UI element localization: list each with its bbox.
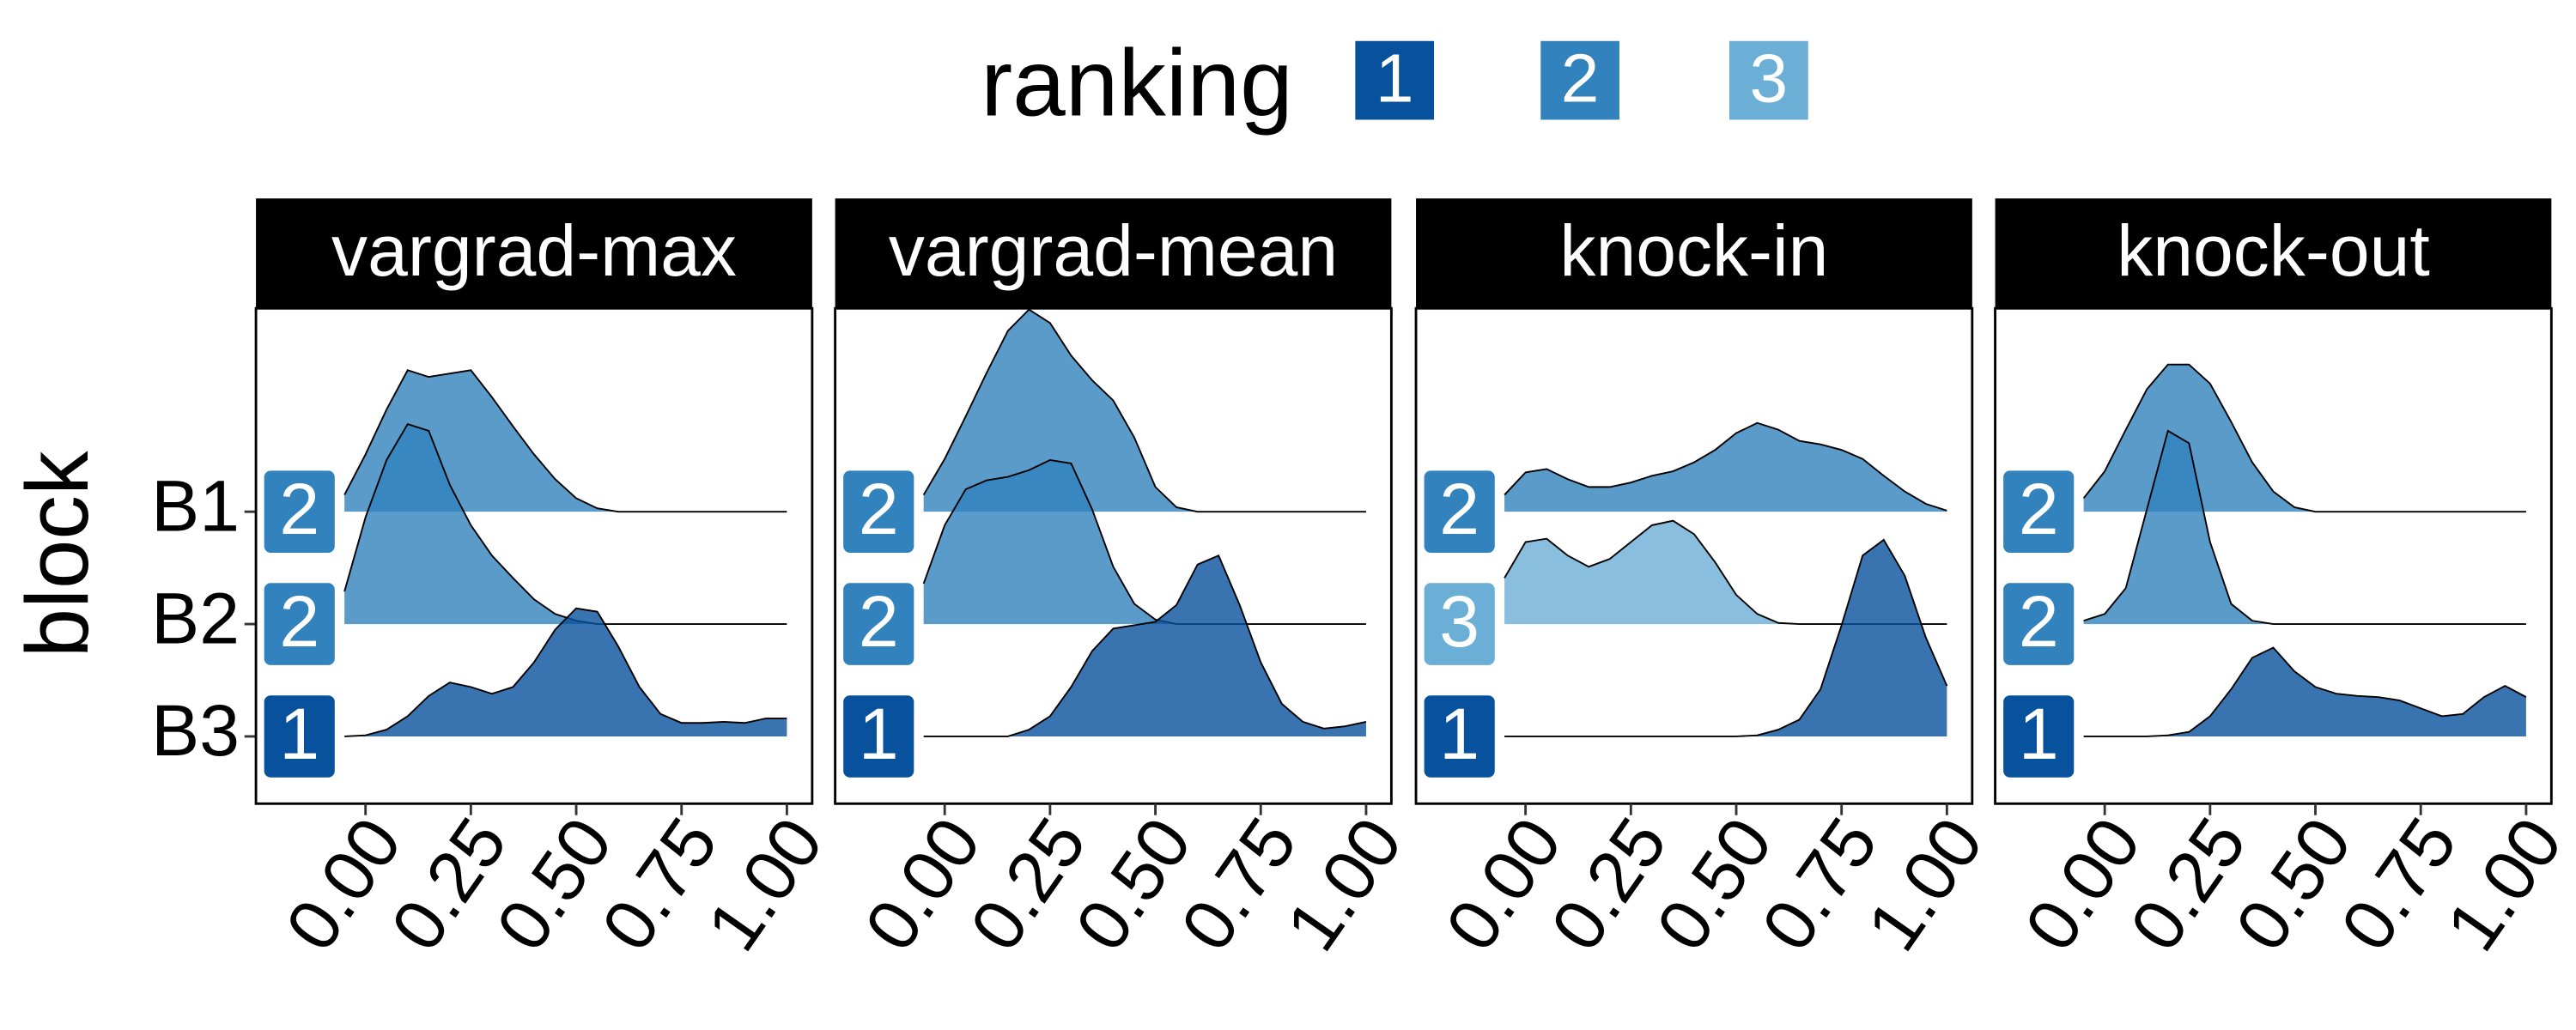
ridge-line [343, 369, 787, 513]
panel-frame [1994, 306, 2553, 805]
rank-box [843, 583, 914, 665]
legend-title: ranking [981, 30, 1292, 136]
panel-frame [834, 306, 1393, 805]
ridge-area [2083, 647, 2526, 736]
legend-key [1729, 40, 1808, 120]
rank-box [2003, 583, 2075, 665]
rank-box [1424, 470, 1495, 553]
legend-key [1355, 40, 1435, 120]
panel-frame [1414, 306, 1974, 805]
rank-box [2003, 470, 2075, 553]
rank-box [2003, 695, 2075, 778]
ridge-line [2083, 646, 2527, 737]
strip-title: vargrad-mean [889, 210, 1338, 291]
ridge-line [344, 607, 787, 737]
rank-box [843, 695, 914, 778]
ridge-line [1504, 538, 1948, 737]
rank-label: 2 [1439, 469, 1479, 549]
legend-label: 3 [1750, 40, 1789, 118]
rank-label: 1 [1439, 694, 1479, 774]
rank-label: 1 [279, 694, 319, 774]
rank-box [264, 470, 335, 553]
rank-label: 2 [279, 581, 319, 662]
rank-box [1424, 583, 1495, 665]
ridge-area [1504, 422, 1947, 512]
strip [256, 198, 812, 309]
rank-box [264, 583, 335, 665]
ridge-line [922, 308, 1366, 513]
ridge-area [344, 424, 787, 625]
rank-box [1424, 695, 1495, 778]
rank-label: 2 [859, 581, 899, 662]
rank-label: 2 [2019, 469, 2059, 549]
rank-label: 1 [859, 694, 899, 774]
ridge-area [344, 370, 787, 512]
legend-label: 1 [1376, 40, 1414, 118]
ridge-line [2082, 363, 2526, 513]
legend-label: 2 [1561, 40, 1600, 118]
y-tick-label: B1 [151, 465, 240, 546]
ridge-area [1504, 539, 1947, 736]
rank-label: 1 [2019, 694, 2059, 774]
ridge-line [343, 422, 787, 626]
ridge-area [923, 309, 1366, 512]
y-axis-label: block [8, 451, 106, 657]
legend-key [1540, 40, 1619, 120]
strip [1995, 198, 2552, 309]
ridge-line [1504, 421, 1947, 512]
panel-frame [254, 306, 814, 805]
rank-label: 3 [1439, 581, 1479, 662]
rank-box [843, 470, 914, 553]
strip-title: knock-out [2117, 210, 2429, 291]
ridge-line [922, 458, 1366, 626]
ridge-area [344, 608, 787, 736]
ridge-line [923, 554, 1367, 737]
ridge-area [1504, 520, 1947, 625]
rank-label: 2 [279, 469, 319, 549]
ridge-area [2083, 430, 2526, 625]
rank-label: 2 [2019, 581, 2059, 662]
strip [1416, 198, 1972, 309]
rank-label: 2 [859, 469, 899, 549]
strip-title: vargrad-max [331, 210, 737, 291]
y-tick-label: B3 [151, 690, 240, 771]
y-tick-label: B2 [151, 578, 240, 658]
ridge-area [923, 459, 1366, 625]
rank-box [264, 695, 335, 778]
strip [835, 198, 1392, 309]
strip-title: knock-in [1559, 210, 1828, 291]
ridge-line [2083, 429, 2526, 626]
ridge-area [923, 555, 1366, 736]
